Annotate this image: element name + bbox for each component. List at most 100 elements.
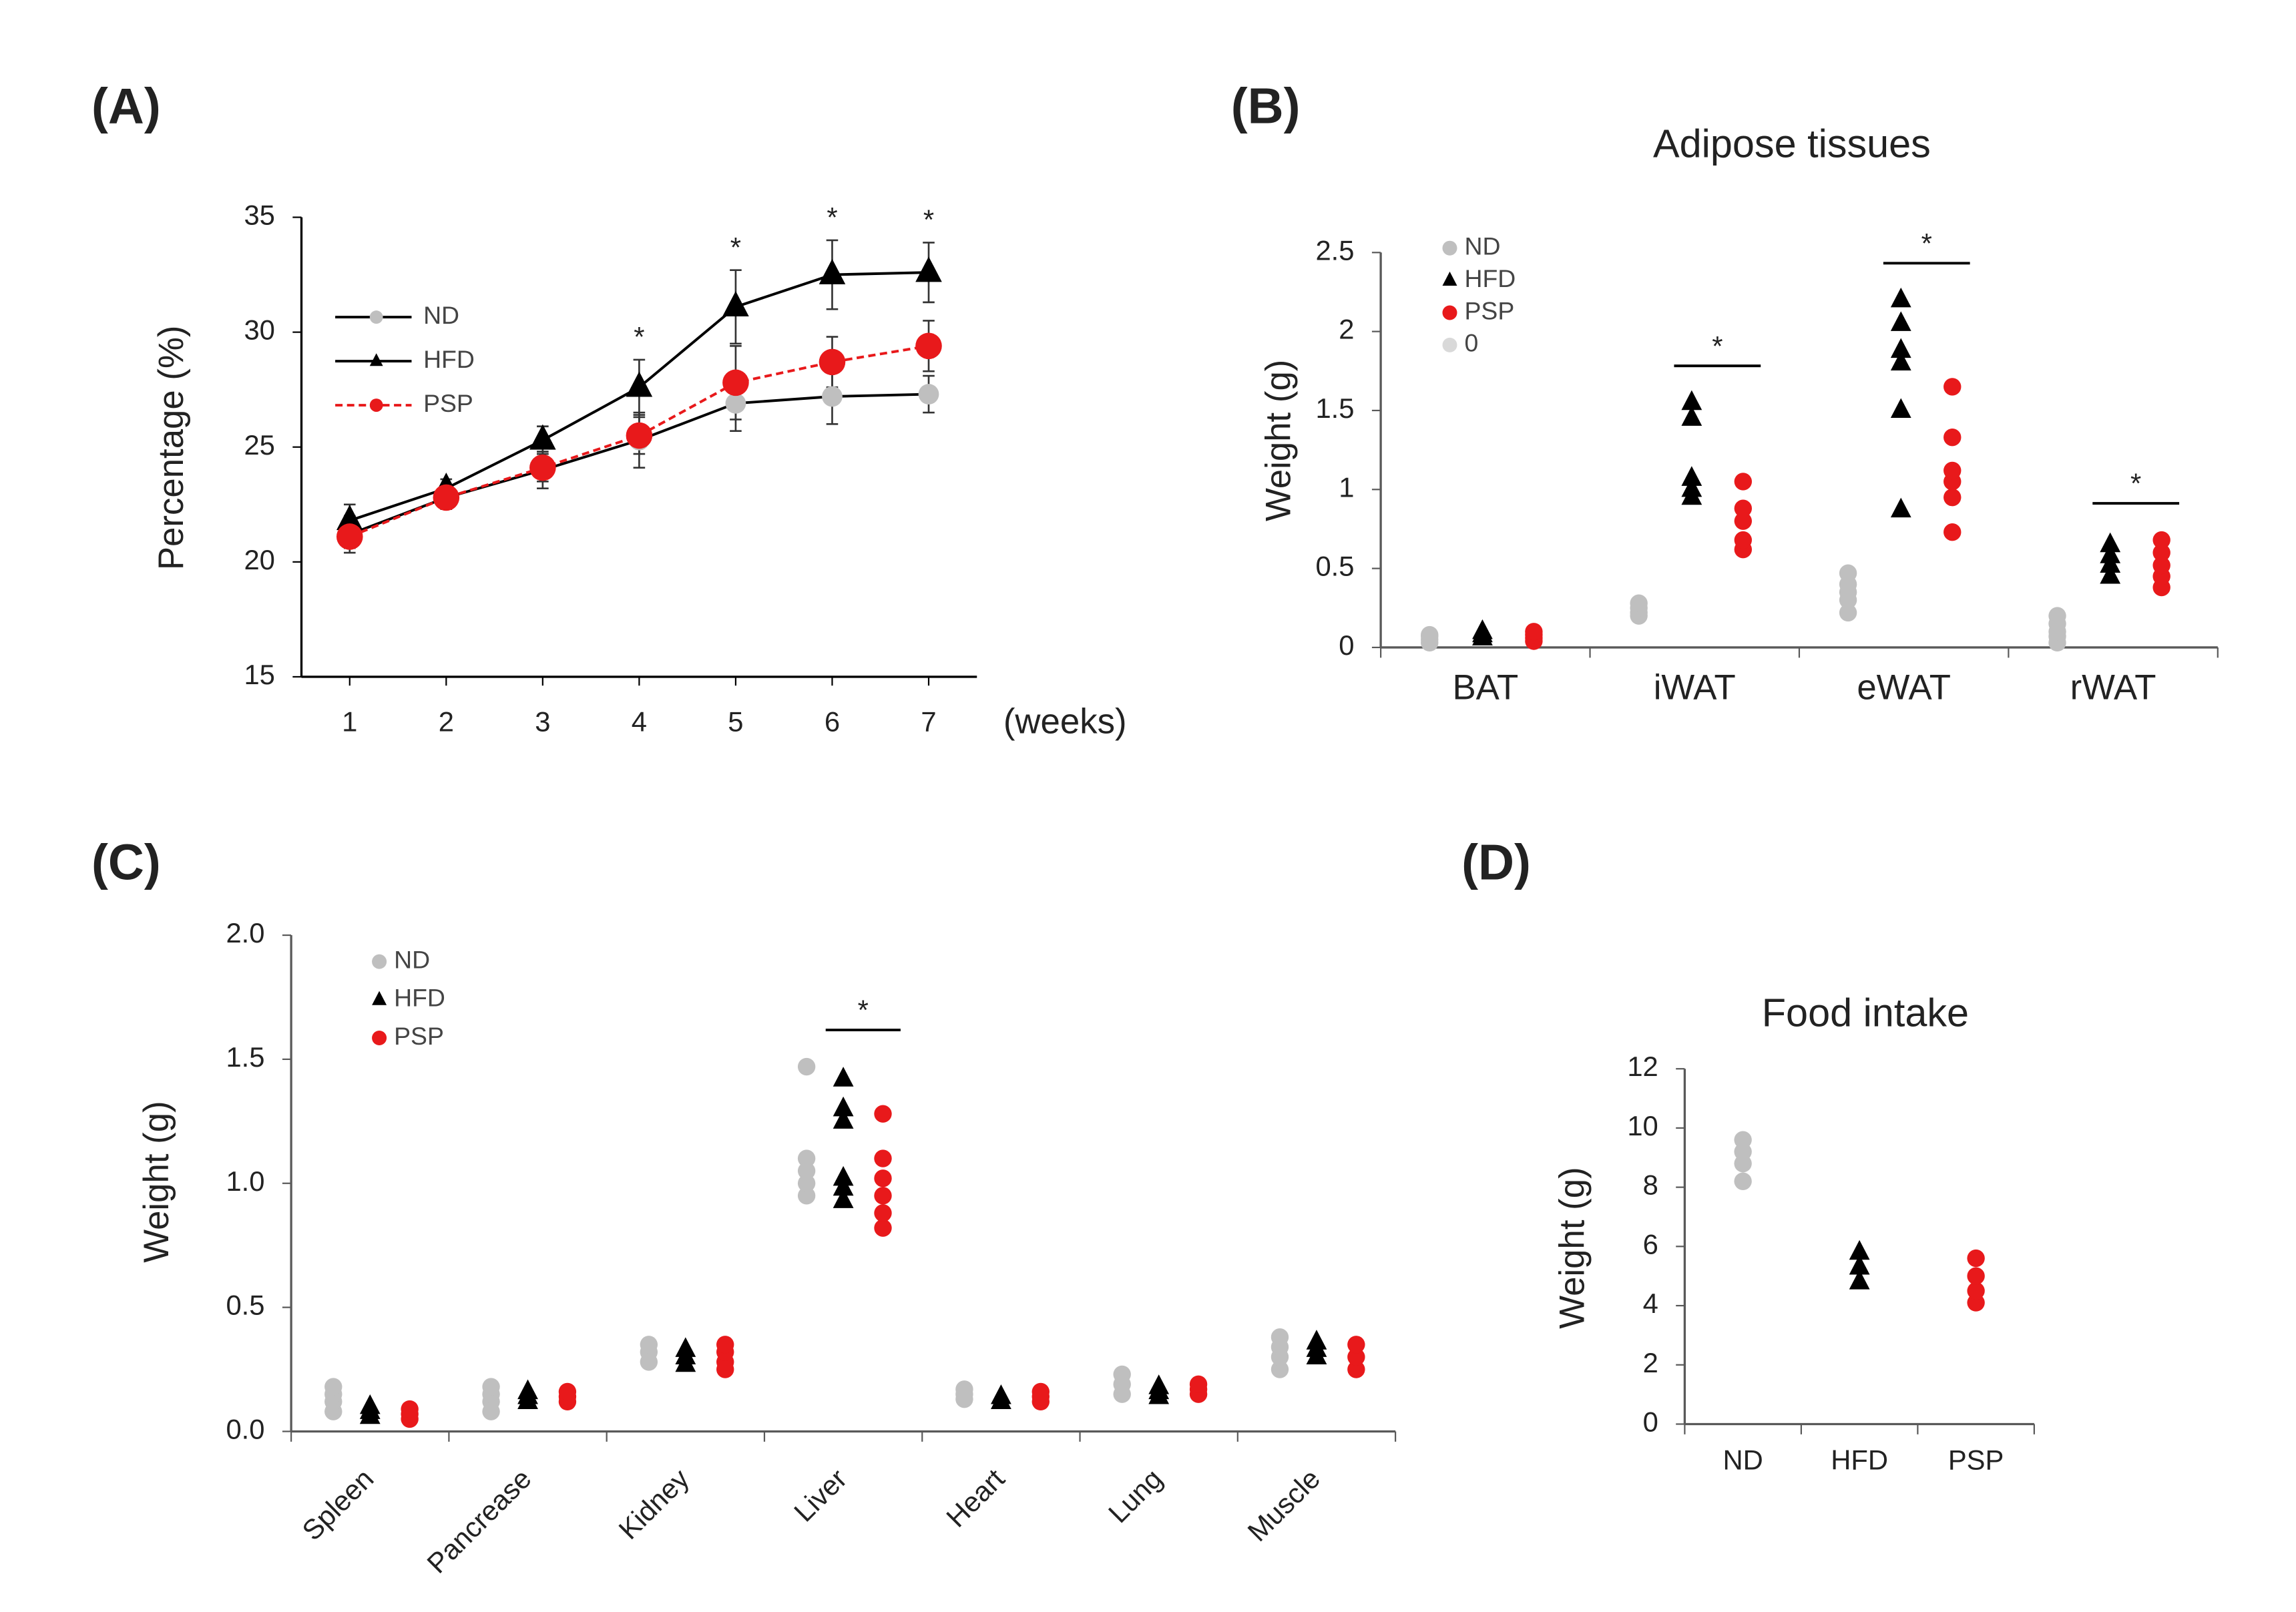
circle-marker	[482, 1378, 500, 1396]
x-tick-label: 6	[825, 706, 840, 737]
circle-marker	[1271, 1360, 1289, 1378]
circle-marker	[558, 1382, 577, 1401]
x-tick-label: 4	[632, 706, 647, 737]
circle-marker	[372, 1031, 387, 1046]
circle-marker	[1421, 625, 1439, 644]
circle-marker	[626, 422, 653, 449]
circle-marker	[874, 1169, 892, 1187]
x-axis-label: (weeks)	[1003, 702, 1127, 741]
triangle-marker	[915, 256, 942, 282]
circle-marker	[2152, 543, 2170, 562]
y-tick-label: 0.5	[1315, 551, 1354, 582]
circle-marker	[819, 348, 846, 376]
y-tick-label: 12	[1627, 1051, 1658, 1082]
panel-label: (C)	[91, 834, 161, 890]
x-tick-label: HFD	[1831, 1444, 1888, 1476]
x-tick-label: Kidney	[612, 1462, 695, 1545]
legend-label: HFD	[394, 984, 445, 1012]
circle-marker	[1347, 1348, 1365, 1366]
x-tick-label: Pancrease	[421, 1462, 537, 1579]
legend-label: HFD	[423, 345, 475, 373]
y-tick-label: 20	[244, 544, 274, 575]
x-tick-label: 3	[535, 706, 550, 737]
y-tick-label: 2	[1643, 1347, 1658, 1378]
circle-marker	[874, 1105, 892, 1123]
circle-marker	[955, 1380, 973, 1398]
legend-label: ND	[394, 946, 430, 974]
triangle-marker	[369, 353, 383, 366]
y-tick-label: 2.0	[226, 917, 264, 949]
triangle-marker	[1849, 1254, 1870, 1275]
y-tick-label: 35	[244, 200, 274, 231]
circle-marker	[2152, 531, 2170, 549]
circle-marker	[716, 1336, 734, 1354]
triangle-marker	[1681, 406, 1702, 426]
x-tick-label: eWAT	[1857, 668, 1951, 708]
circle-marker	[915, 332, 942, 360]
circle-marker	[822, 386, 843, 407]
triangle-marker	[517, 1379, 538, 1400]
triangle-marker	[1681, 390, 1702, 411]
y-tick-label: 6	[1643, 1228, 1658, 1260]
y-tick-label: 8	[1643, 1169, 1658, 1201]
circle-marker	[1943, 378, 1962, 396]
panel-label: (A)	[91, 78, 161, 134]
x-tick-label: BAT	[1452, 668, 1518, 708]
y-tick-label: 1.5	[226, 1041, 264, 1073]
circle-marker	[1967, 1249, 1985, 1268]
triangle-marker	[1849, 1270, 1870, 1290]
triangle-marker	[1890, 497, 1911, 518]
circle-marker	[401, 1400, 419, 1418]
circle-marker	[640, 1336, 658, 1354]
circle-marker	[369, 310, 383, 324]
triangle-marker	[2100, 532, 2121, 553]
triangle-marker	[1890, 287, 1911, 308]
circle-marker	[918, 384, 939, 405]
circle-marker	[1839, 603, 1857, 622]
triangle-marker	[722, 291, 749, 317]
triangle-marker	[626, 371, 653, 397]
annotation: *	[634, 321, 644, 352]
circle-marker	[336, 523, 363, 550]
circle-marker	[1734, 499, 1753, 517]
y-tick-label: 0.0	[226, 1413, 264, 1444]
triangle-marker	[833, 1109, 854, 1129]
x-tick-label: Spleen	[296, 1462, 379, 1546]
circle-marker	[1113, 1365, 1131, 1384]
circle-marker	[1442, 305, 1457, 320]
y-tick-label: 10	[1627, 1110, 1658, 1141]
circle-marker	[372, 954, 387, 969]
annotation: *	[2130, 468, 2141, 499]
x-tick-label: Muscle	[1241, 1462, 1326, 1547]
y-axis-label: Weight (g)	[1552, 1167, 1592, 1328]
y-tick-label: 15	[244, 659, 274, 690]
circle-marker	[797, 1187, 816, 1205]
legend-label: HFD	[1464, 264, 1516, 292]
x-tick-label: Liver	[788, 1462, 853, 1527]
x-tick-label: iWAT	[1654, 668, 1736, 708]
triangle-marker	[675, 1337, 696, 1357]
circle-marker	[1031, 1382, 1050, 1401]
triangle-marker	[1442, 271, 1457, 286]
triangle-marker	[1890, 350, 1911, 371]
triangle-marker	[372, 991, 387, 1005]
circle-marker	[1943, 488, 1962, 507]
y-axis-label: Weight (g)	[1258, 360, 1298, 521]
triangle-marker	[359, 1394, 381, 1414]
triangle-marker	[1472, 619, 1493, 639]
y-tick-label: 2	[1339, 314, 1354, 345]
x-tick-label: Lung	[1102, 1462, 1168, 1529]
x-tick-label: 1	[342, 706, 357, 737]
chart-title: Adipose tissues	[1653, 121, 1931, 166]
x-tick-label: rWAT	[2070, 668, 2156, 708]
circle-marker	[1525, 623, 1543, 641]
triangle-marker	[336, 505, 363, 531]
circle-marker	[874, 1219, 892, 1237]
y-axis-label: Weight (g)	[137, 1101, 176, 1262]
circle-marker	[725, 392, 746, 414]
circle-marker	[1943, 461, 1962, 480]
x-tick-label: 7	[921, 706, 936, 737]
circle-marker	[1734, 512, 1753, 530]
y-tick-label: 0	[1339, 629, 1354, 661]
